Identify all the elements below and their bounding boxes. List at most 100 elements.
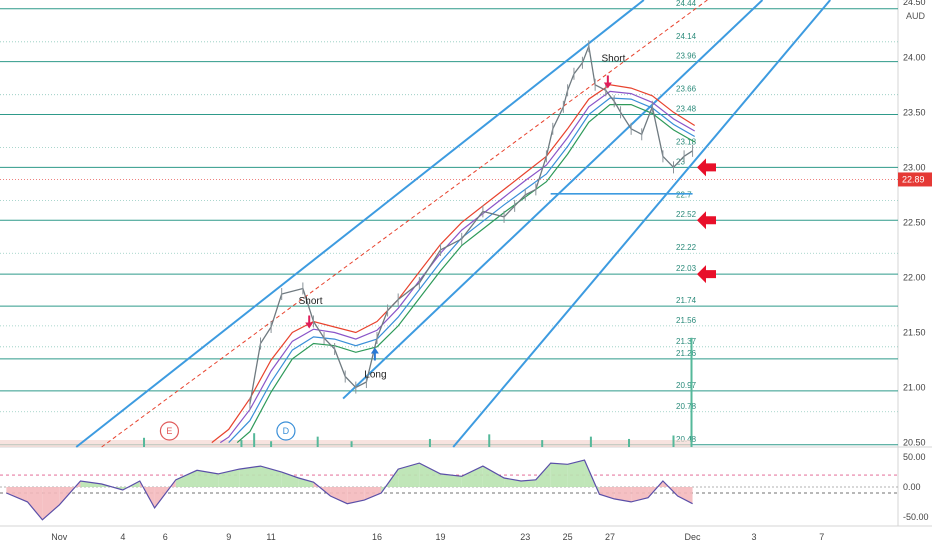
- ma-line-0: [211, 84, 696, 444]
- y-tick-label-3: 23.00: [903, 162, 926, 172]
- channels-layer: [75, 0, 831, 448]
- osc-area-18: [347, 487, 365, 504]
- event-marker-label-0: E: [166, 426, 172, 436]
- level-arrow-1: [697, 211, 716, 230]
- level-label-12: 21.56: [676, 316, 697, 325]
- last-price-tag: 22.89: [898, 172, 932, 187]
- volume-bar-0: [143, 437, 146, 447]
- x-tick-label-7: 23: [520, 532, 530, 542]
- y-tick-label-7: 21.00: [903, 383, 926, 393]
- event-marker-label-1: D: [283, 426, 290, 436]
- channel-midline: [101, 0, 708, 448]
- annotation-text-2: Long: [364, 370, 386, 381]
- osc-area-28: [535, 463, 551, 487]
- level-label-5: 23.18: [676, 138, 697, 147]
- osc-tick-label-0: 50.00: [903, 452, 926, 462]
- level-label-1: 24.14: [676, 32, 697, 41]
- annotation-text-0: Short: [299, 296, 323, 307]
- volume-bar-3: [270, 441, 273, 447]
- y-tick-label-8: 20.50: [903, 438, 926, 448]
- ma-line-1: [219, 90, 695, 444]
- osc-area-1: [27, 487, 43, 520]
- y-tick-label-1: 24.00: [903, 52, 926, 62]
- x-tick-label-9: 27: [605, 532, 615, 542]
- level-label-2: 23.96: [676, 52, 697, 61]
- volume-bar-2: [253, 433, 256, 447]
- channel-line-1: [342, 0, 764, 400]
- osc-area-19: [364, 487, 382, 501]
- event-marker-0: [159, 421, 180, 441]
- y-tick-label-2: 23.50: [903, 107, 926, 117]
- x-tick-label-10: Dec: [685, 532, 702, 542]
- moving-averages-layer: [211, 84, 696, 444]
- y-tick-label-5: 22.00: [903, 272, 926, 282]
- osc-area-22: [419, 463, 441, 487]
- osc-tick-label-1: 0.00: [903, 482, 921, 492]
- level-label-0: 24.44: [676, 0, 697, 8]
- level-label-6: 23: [676, 157, 685, 166]
- level-label-3: 23.66: [676, 85, 697, 94]
- x-tick-label-4: 11: [266, 532, 275, 542]
- x-tick-label-0: Nov: [51, 532, 68, 542]
- level-label-11: 21.74: [676, 296, 697, 305]
- x-tick-label-5: 16: [372, 532, 382, 542]
- level-arrow-0: [697, 158, 716, 177]
- osc-area-13: [260, 466, 282, 487]
- event-marker-1: [276, 421, 296, 441]
- level-label-17: 20.48: [676, 435, 697, 444]
- level-label-4: 23.48: [676, 105, 697, 114]
- osc-line: [6, 459, 693, 521]
- y-tick-label-0: 24.50: [903, 0, 926, 7]
- osc-area-10: [196, 470, 219, 487]
- last-price-value: 22.89: [902, 174, 925, 184]
- volume-bar-1: [240, 440, 243, 447]
- osc-area-21: [398, 463, 420, 487]
- osc-area-2: [42, 487, 60, 520]
- osc-area-27: [521, 479, 536, 487]
- osc-area-29: [550, 463, 568, 487]
- level-label-7: 22.7: [676, 190, 692, 199]
- y-axis: 24.50 24.00 23.50 23.00 22.50 22.00 21.50 21.00…: [903, 0, 929, 522]
- volume-bar-11: [672, 435, 675, 447]
- osc-area-25: [482, 466, 505, 487]
- oscillator-layer: [0, 459, 898, 521]
- volume-layer: [0, 337, 693, 447]
- osc-area-0: [6, 487, 28, 502]
- osc-area-37: [677, 487, 693, 504]
- osc-area-14: [281, 472, 299, 487]
- signal-arrow-1: [603, 75, 612, 89]
- x-tick-label-1: 4: [120, 532, 125, 542]
- x-tick-label-8: 25: [563, 532, 573, 542]
- osc-tick-label-2: -50.00: [903, 512, 929, 522]
- x-tick-label-3: 9: [226, 532, 231, 542]
- currency-label: AUD: [906, 11, 926, 21]
- level-arrow-2: [697, 265, 716, 284]
- last-price-tag-bg: [898, 172, 932, 187]
- volume-bar-9: [589, 436, 592, 447]
- volume-bar-5: [350, 441, 353, 447]
- volume-bar-8: [541, 440, 544, 447]
- osc-area-32: [599, 487, 615, 499]
- level-label-14: 21.26: [676, 349, 697, 358]
- levels-layer: 24.44 24.14 23.96 23.66 23.48 23.18 23 22.7 22.5…: [0, 0, 898, 446]
- x-tick-label-11: 3: [751, 532, 756, 542]
- x-axis: Nov 4 6 9 11 16 19 23 25 27 Dec 3 7: [51, 532, 824, 542]
- y-tick-label-6: 21.50: [903, 327, 926, 337]
- volume-bar-10: [628, 438, 631, 447]
- osc-area-4: [80, 481, 102, 487]
- price-layer: [249, 40, 694, 439]
- x-tick-label-12: 7: [819, 532, 824, 542]
- price-line: [249, 43, 693, 405]
- volume-baseline-band: [0, 440, 693, 447]
- osc-area-9: [175, 470, 197, 487]
- osc-area-30: [567, 460, 585, 487]
- x-tick-label-2: 6: [163, 532, 168, 542]
- channel-line-2: [452, 0, 831, 448]
- level-label-9: 22.22: [676, 243, 697, 252]
- volume-bar-6: [428, 438, 431, 447]
- osc-area-11: [218, 469, 240, 487]
- signal-arrow-0: [305, 315, 314, 329]
- ma-line-3: [236, 103, 695, 444]
- signal-arrow-2: [370, 347, 379, 361]
